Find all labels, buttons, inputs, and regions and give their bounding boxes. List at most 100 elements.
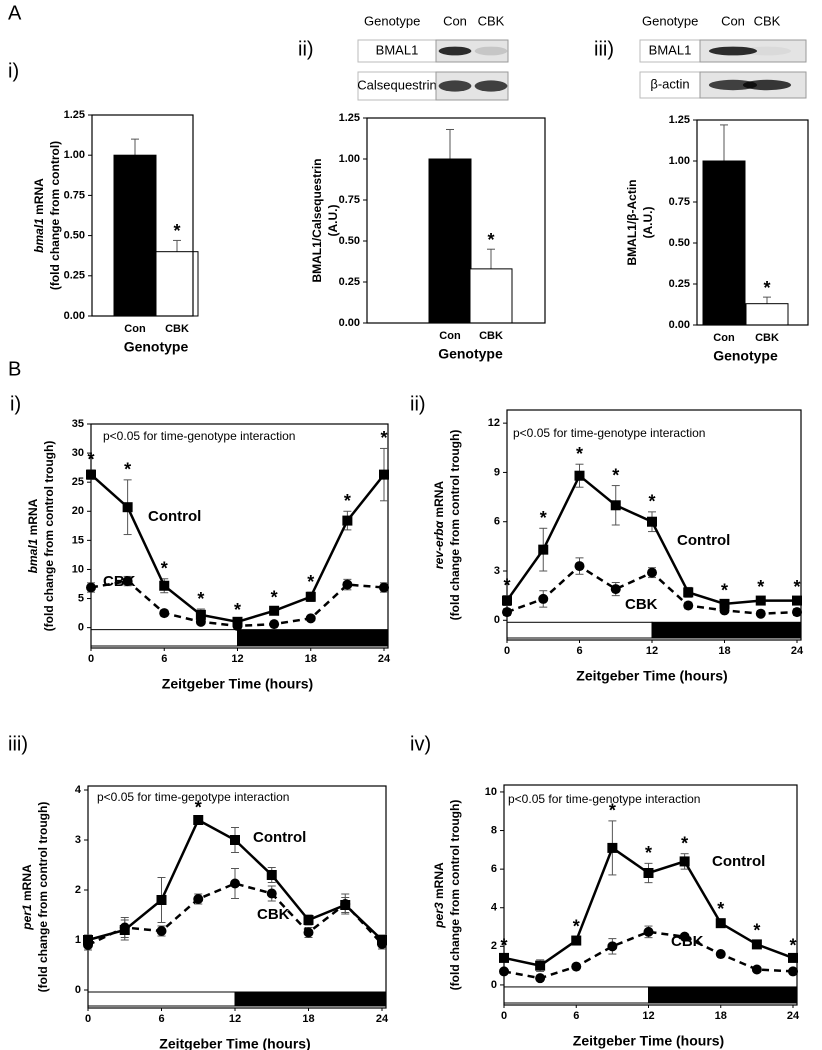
category-label: CBK <box>755 332 779 344</box>
series-name: Control <box>712 853 765 870</box>
panel-label: ii) <box>410 393 426 415</box>
blot-lane: CBK <box>754 13 781 28</box>
x-tick-label: 18 <box>715 1010 727 1022</box>
marker-circle <box>156 926 167 936</box>
category-label: Con <box>124 323 146 335</box>
marker-circle <box>340 899 351 909</box>
significance-star: * <box>503 575 510 595</box>
panel-label: ii) <box>298 38 314 60</box>
x-tick-label: 24 <box>378 653 391 665</box>
marker-circle <box>232 620 243 631</box>
y-axis-label-line2: (fold change from control trough) <box>448 430 462 621</box>
significance-star: * <box>487 230 494 250</box>
x-axis-label: Genotype <box>124 339 189 355</box>
y-tick-label: 30 <box>72 447 84 459</box>
y-tick-label: 0.75 <box>64 189 85 201</box>
blot-lane: Con <box>721 13 745 28</box>
significance-star: * <box>789 936 796 956</box>
plot-frame <box>90 423 389 649</box>
marker-square <box>499 952 509 963</box>
x-tick-label: 12 <box>229 1013 241 1025</box>
marker-square <box>643 868 654 878</box>
series-name: CBK <box>625 596 658 613</box>
marker-square <box>195 609 206 620</box>
plot-frame <box>503 784 798 1006</box>
blot-label-box <box>357 71 437 101</box>
y-axis-label-line2: (fold change from control trough) <box>448 800 462 991</box>
plot-frame <box>506 409 802 641</box>
x-tick-label: 0 <box>88 653 94 665</box>
plot-frame <box>87 785 387 1009</box>
marker-square <box>755 595 766 606</box>
x-axis-label: Zeitgeber Time (hours) <box>159 1036 310 1050</box>
significance-star: * <box>173 221 180 241</box>
plot-frame <box>91 114 194 317</box>
y-tick-label: 0.50 <box>339 235 360 247</box>
y-axis-label: BMAL1/β-Actin <box>625 180 639 266</box>
x-tick-label: 24 <box>791 645 804 657</box>
series-name: Control <box>148 508 201 525</box>
y-tick-label: 0.25 <box>339 276 360 288</box>
series-name: CBK <box>103 573 136 590</box>
marker-circle <box>643 926 654 937</box>
x-tick-label: 12 <box>642 1010 654 1022</box>
y-axis-label: rev-erbα mRNA <box>432 481 446 569</box>
series-name: CBK <box>671 933 704 950</box>
y-tick-label: 4 <box>491 902 498 914</box>
y-tick-label: 1 <box>75 934 81 946</box>
marker-square <box>122 502 133 513</box>
marker-circle <box>792 607 802 618</box>
marker-circle <box>755 608 766 619</box>
marker-square <box>683 587 694 598</box>
panel-label: i) <box>10 393 21 415</box>
panel-label: i) <box>8 60 19 82</box>
marker-circle <box>502 607 512 618</box>
blot-label-box <box>639 71 701 99</box>
marker-circle <box>193 894 204 904</box>
marker-circle <box>269 619 280 630</box>
x-tick-label: 0 <box>85 1013 91 1025</box>
x-tick-label: 12 <box>646 645 658 657</box>
light-phase <box>90 629 238 647</box>
y-tick-label: 0.50 <box>64 230 85 242</box>
marker-square <box>269 605 280 616</box>
marker-square <box>719 598 730 609</box>
y-axis-label-text: mRNA <box>20 864 34 904</box>
marker-square <box>715 918 726 929</box>
marker-circle <box>574 561 585 572</box>
marker-circle <box>83 940 93 950</box>
series-name: Control <box>253 829 306 846</box>
y-tick-label: 0 <box>78 622 84 634</box>
y-tick-label: 1.00 <box>669 155 690 167</box>
marker-square <box>574 470 585 481</box>
x-axis-label: Zeitgeber Time (hours) <box>162 676 313 692</box>
bar <box>469 268 513 324</box>
y-tick-label: 10 <box>72 563 84 575</box>
marker-circle <box>195 616 206 627</box>
marker-circle <box>788 966 798 977</box>
series-name: CBK <box>257 906 290 923</box>
x-tick-label: 24 <box>376 1013 389 1025</box>
x-tick-label: 18 <box>305 653 317 665</box>
y-tick-label: 20 <box>72 505 84 517</box>
section-label: B <box>8 358 21 380</box>
y-tick-label: 0.50 <box>669 237 690 249</box>
marker-circle <box>715 949 726 960</box>
marker-square <box>751 939 762 950</box>
y-tick-label: 35 <box>72 418 84 430</box>
y-tick-label: 5 <box>78 592 84 604</box>
marker-circle <box>751 964 762 975</box>
category-label: CBK <box>165 323 189 335</box>
marker-square <box>679 856 690 867</box>
significance-star: * <box>161 559 168 579</box>
y-axis-label: per1 mRNA <box>20 864 34 931</box>
x-tick-label: 6 <box>158 1013 164 1025</box>
annotation: p<0.05 for time-genotype interaction <box>508 792 700 806</box>
blot-row-label: Calsequestrin <box>357 77 437 92</box>
marker-circle <box>122 576 133 587</box>
blot-band <box>438 80 472 92</box>
blot-row-label: β-actin <box>650 76 689 91</box>
significance-star: * <box>763 278 770 298</box>
significance-star: * <box>540 508 547 528</box>
marker-circle <box>305 613 316 624</box>
